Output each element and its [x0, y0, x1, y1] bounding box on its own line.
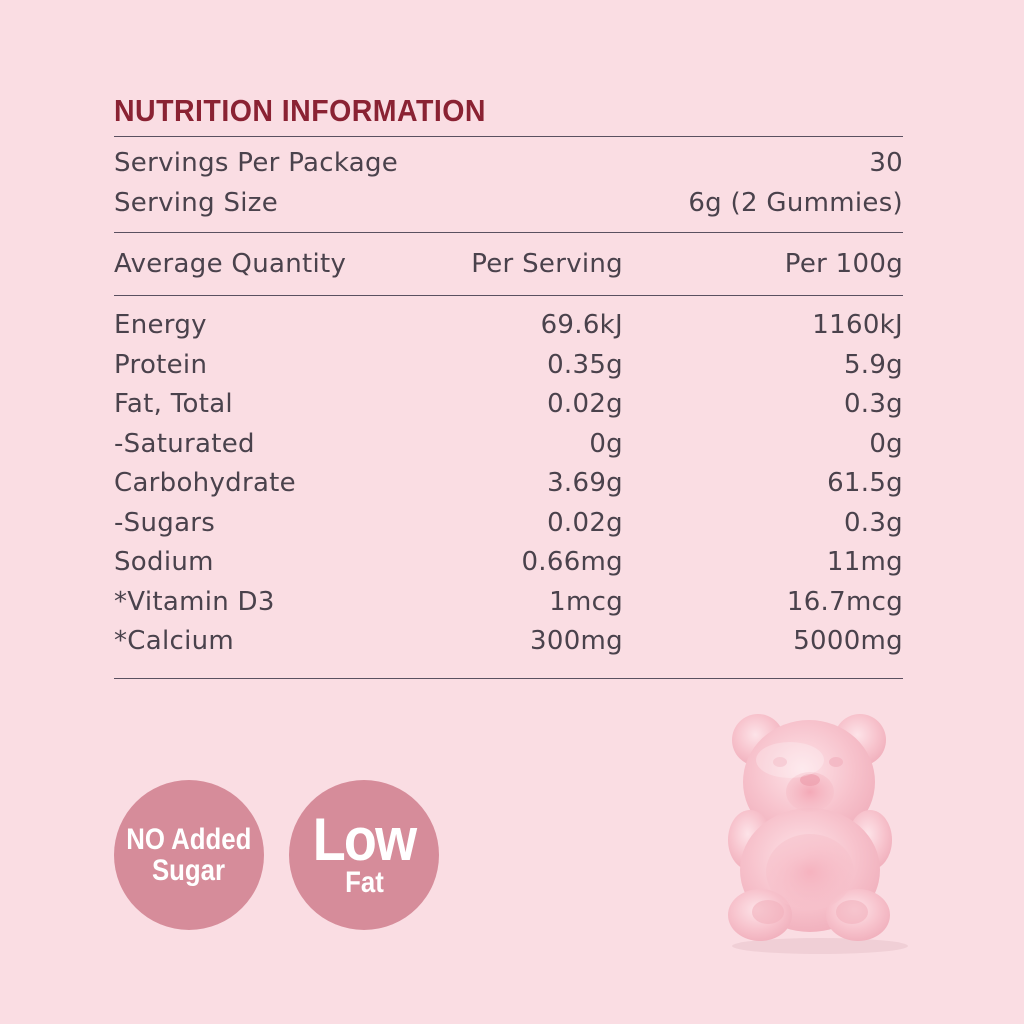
column-header-per-serving: Per Serving [471, 249, 623, 279]
table-row: -Saturated 0g 0g [114, 425, 903, 465]
table-row: Fat, Total 0.02g 0.3g [114, 385, 903, 425]
table-header-row: Average Quantity Per Serving Per 100g [114, 233, 903, 295]
badge-line: Low [312, 806, 417, 873]
divider [114, 677, 903, 679]
per-serving-value: 1mcg [549, 586, 623, 617]
nutrition-panel: NUTRITION INFORMATION Servings Per Packa… [114, 92, 903, 679]
per-100g-value: 16.7mcg [786, 586, 903, 617]
per-serving-value: 0g [589, 428, 623, 459]
per-serving-value: 0.02g [547, 389, 623, 419]
column-header-per-100g: Per 100g [784, 249, 903, 279]
nutrient-name: Carbohydrate [114, 468, 296, 498]
gummy-bear-icon [728, 714, 908, 954]
nutrient-name: -Sugars [114, 507, 216, 538]
serving-size-label: Serving Size [114, 187, 279, 218]
badge-line: Sugar [152, 854, 226, 887]
serving-size-row: Serving Size 6g (2 Gummies) [114, 184, 903, 224]
per-100g-value: 5.9g [843, 349, 903, 380]
per-100g-value: 61.5g [827, 468, 903, 498]
page-title: NUTRITION INFORMATION [114, 93, 486, 128]
divider [114, 136, 903, 137]
per-100g-value: 1160kJ [812, 310, 903, 340]
per-serving-value: 0.02g [547, 507, 623, 538]
table-row: *Calcium 300mg 5000mg [114, 622, 903, 662]
per-serving-value: 300mg [530, 626, 623, 656]
per-serving-value: 0.66mg [521, 547, 623, 577]
nutrient-name: Energy [114, 310, 207, 340]
table-row: -Sugars 0.02g 0.3g [114, 504, 903, 544]
table-row: Protein 0.35g 5.9g [114, 346, 903, 386]
per-serving-value: 0.35g [547, 349, 623, 380]
servings-per-package-value: 30 [869, 148, 904, 178]
table-row: *Vitamin D3 1mcg 16.7mcg [114, 583, 903, 623]
servings-per-package-label: Servings Per Package [114, 148, 399, 178]
low-fat-badge: Low Fat [289, 780, 439, 930]
table-row: Energy 69.6kJ 1160kJ [114, 306, 903, 346]
table-row: Sodium 0.66mg 11mg [114, 543, 903, 583]
nutrient-name: Protein [114, 349, 208, 380]
nutrient-name: -Saturated [114, 428, 255, 459]
nutrient-name: *Calcium [114, 626, 235, 656]
per-100g-value: 0g [869, 428, 903, 459]
nutrient-name: *Vitamin D3 [114, 586, 275, 617]
servings-per-package-row: Servings Per Package 30 [114, 144, 903, 184]
badge-line: Fat [344, 866, 384, 899]
divider [114, 232, 903, 233]
per-100g-value: 11mg [826, 547, 903, 577]
column-header-quantity: Average Quantity [114, 249, 347, 279]
per-100g-value: 0.3g [843, 389, 903, 419]
serving-size-value: 6g (2 Gummies) [688, 187, 903, 218]
nutrient-rows: Energy 69.6kJ 1160kJ Protein 0.35g 5.9g … [114, 296, 903, 678]
servings-section: Servings Per Package 30 Serving Size 6g … [114, 137, 903, 232]
nutrient-name: Sodium [114, 547, 214, 577]
per-100g-value: 0.3g [843, 507, 903, 538]
divider [114, 295, 903, 296]
per-serving-value: 3.69g [547, 468, 623, 498]
table-row: Carbohydrate 3.69g 61.5g [114, 464, 903, 504]
per-serving-value: 69.6kJ [540, 310, 623, 340]
badge-line: NO Added [126, 823, 252, 856]
no-added-sugar-badge: NO Added Sugar [114, 780, 264, 930]
per-100g-value: 5000mg [793, 626, 903, 656]
nutrient-name: Fat, Total [114, 389, 233, 419]
